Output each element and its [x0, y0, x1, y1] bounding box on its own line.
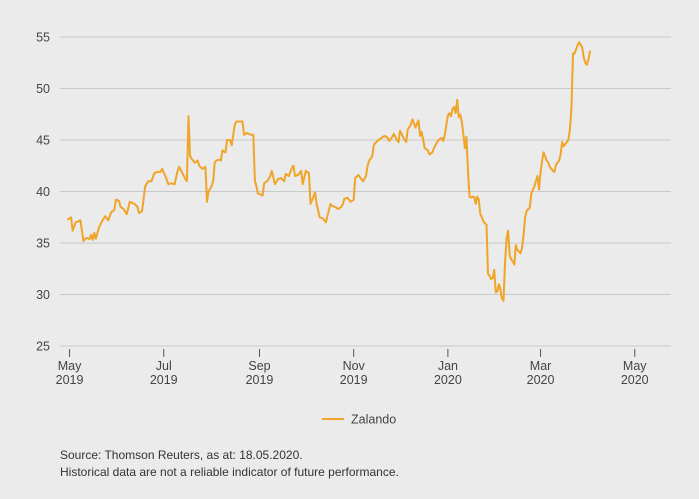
gridlines: [60, 36, 671, 347]
source-note: Source: Thomson Reuters, as at: 18.05.20…: [60, 447, 399, 481]
x-tick-label-month: Nov: [343, 359, 366, 373]
x-tick-label-year: 2019: [150, 373, 178, 387]
legend-label-zalando: Zalando: [351, 413, 396, 427]
series-line-zalando: [67, 41, 591, 302]
x-tick-label-month: Jan: [438, 359, 458, 373]
x-tick-label-year: 2020: [527, 373, 555, 387]
x-tick-label-month: Mar: [530, 359, 552, 373]
y-axis-ticks: 25 30 35 40 45 50 55: [36, 31, 50, 354]
legend: Zalando: [322, 413, 396, 427]
y-tick-label: 35: [36, 237, 50, 251]
x-tick-label-month: Sep: [248, 359, 270, 373]
x-tick-label-month: Jul: [156, 359, 172, 373]
y-tick-label: 50: [36, 82, 50, 96]
y-tick-label: 55: [36, 31, 50, 45]
x-tick-label-month: May: [623, 359, 647, 373]
y-tick-label: 45: [36, 134, 50, 148]
x-tick-label-year: 2019: [56, 373, 84, 387]
x-tick-label-year: 2019: [246, 373, 274, 387]
x-tick-label-year: 2020: [621, 373, 649, 387]
y-tick-label: 25: [36, 340, 50, 354]
y-tick-label: 30: [36, 288, 50, 302]
disclaimer-text: Historical data are not a reliable indic…: [60, 465, 399, 479]
source-text: Source: Thomson Reuters, as at: 18.05.20…: [60, 448, 303, 462]
x-tick-label-month: May: [58, 359, 82, 373]
x-tick-label-year: 2020: [434, 373, 462, 387]
series-layer: [67, 41, 591, 302]
y-tick-label: 40: [36, 185, 50, 199]
x-axis-ticks: May2019Jul2019Sep2019Nov2019Jan2020Mar20…: [56, 349, 649, 387]
x-tick-label-year: 2019: [340, 373, 368, 387]
